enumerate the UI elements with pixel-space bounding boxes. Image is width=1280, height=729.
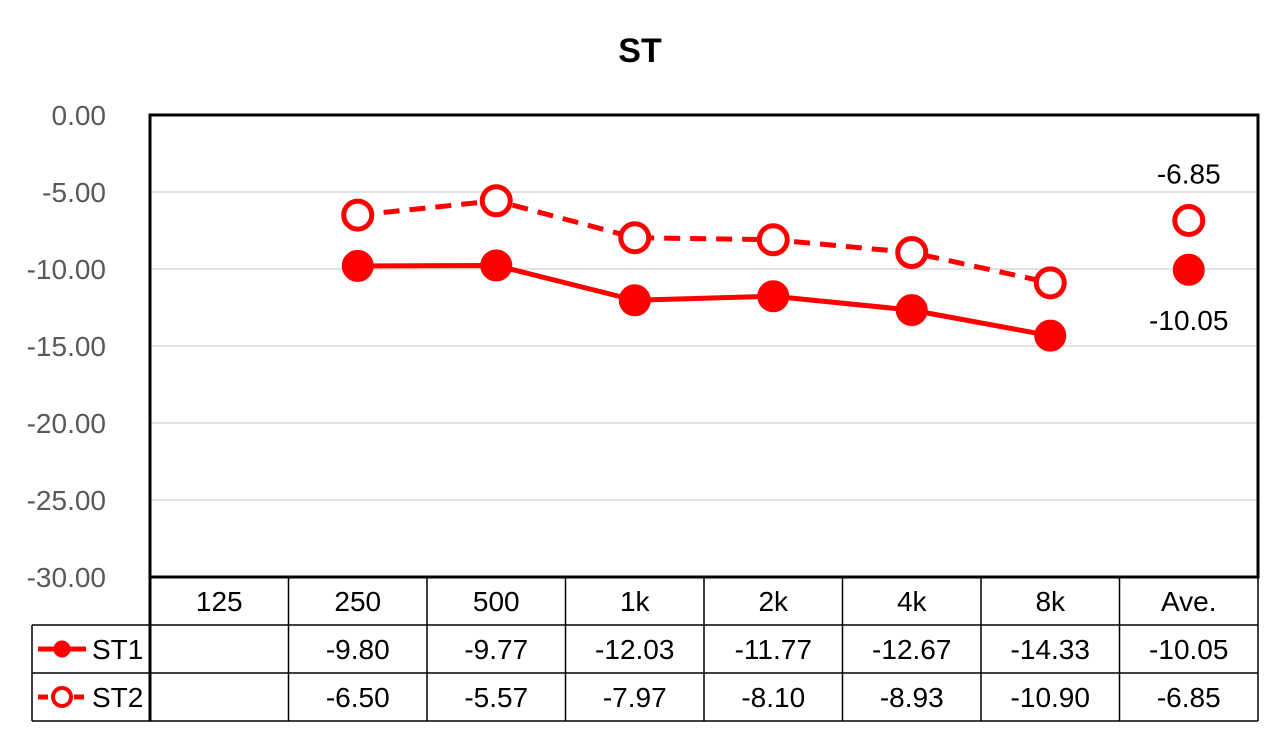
- table-cell-value: -12.03: [595, 634, 674, 665]
- data-point: [480, 249, 513, 282]
- table-cell-value: -5.57: [464, 682, 528, 713]
- x-tick-label: 1k: [620, 586, 651, 617]
- table-cell-value: -14.33: [1011, 634, 1090, 665]
- table-cell-value: -10.05: [1149, 634, 1228, 665]
- table-cell-value: -8.93: [880, 682, 944, 713]
- table-cell-value: -6.85: [1157, 682, 1221, 713]
- data-point: [1172, 203, 1206, 237]
- legend-label: ST1: [92, 634, 143, 665]
- x-tick-label: Ave.: [1161, 586, 1217, 617]
- x-tick-label: 4k: [897, 586, 928, 617]
- series-layer: -10.05 -6.85: [341, 158, 1228, 352]
- table-cell-value: -11.77: [735, 634, 812, 665]
- chart-title: ST: [618, 32, 662, 70]
- data-point: [756, 223, 790, 257]
- data-point: [341, 198, 375, 232]
- table-cell-value: -9.80: [326, 634, 390, 665]
- series-line-st2: [357, 198, 1051, 286]
- table-cell-value: -6.50: [326, 682, 390, 713]
- data-point: [1172, 253, 1205, 286]
- x-tick-label: 500: [473, 586, 520, 617]
- legend-key-st1: [38, 640, 86, 658]
- data-point: [895, 236, 929, 270]
- y-tick-label: -5.00: [42, 177, 106, 208]
- data-point: [757, 280, 790, 313]
- y-tick-label: 0.00: [52, 100, 107, 131]
- series-st1: -10.05: [341, 249, 1228, 352]
- x-tick-label: 125: [196, 586, 243, 617]
- x-tick-label: 250: [334, 586, 381, 617]
- legend-label: ST2: [92, 682, 143, 713]
- table-cell-value: -8.10: [741, 682, 805, 713]
- y-tick-label: -10.00: [27, 254, 106, 285]
- y-tick-label: -20.00: [27, 408, 106, 439]
- legend-key-st2: [38, 686, 86, 708]
- data-point: [895, 294, 928, 327]
- data-point: [618, 221, 652, 255]
- x-tick-label: 2k: [758, 586, 789, 617]
- gridlines: [148, 113, 1260, 579]
- y-tick-label: -30.00: [27, 562, 106, 593]
- y-axis-ticks: 0.00 -5.00 -10.00 -15.00 -20.00 -25.00 -30.00: [27, 100, 106, 593]
- table-cell-value: -9.77: [464, 634, 528, 665]
- series-line-st1: [357, 262, 1051, 339]
- y-tick-label: -25.00: [27, 485, 106, 516]
- y-tick-label: -15.00: [27, 331, 106, 362]
- table-cell-value: -7.97: [603, 682, 667, 713]
- data-point: [341, 249, 374, 282]
- table-cell-value: -10.90: [1011, 682, 1090, 713]
- data-table: 125 250 500 1k 2k 4k 8k Ave. ST1 -9.80 -9.77 -12.03…: [31, 575, 1259, 722]
- data-point: [479, 184, 513, 218]
- table-cell-value: -12.67: [872, 634, 951, 665]
- average-data-label: -6.85: [1157, 158, 1221, 189]
- data-point: [1033, 266, 1067, 300]
- data-point: [1034, 319, 1067, 352]
- average-data-label: -10.05: [1149, 305, 1228, 336]
- data-point: [618, 284, 651, 317]
- series-st2: -6.85: [341, 158, 1221, 300]
- x-tick-label: 8k: [1035, 586, 1066, 617]
